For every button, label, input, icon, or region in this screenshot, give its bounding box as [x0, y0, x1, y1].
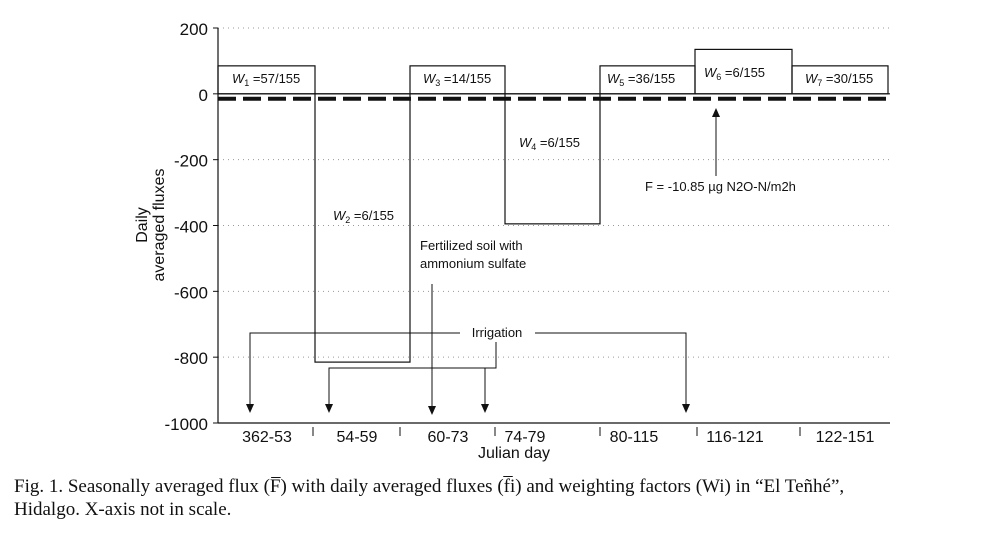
grid-lines — [218, 27, 890, 358]
weight-label-2: W2 =6/155 — [333, 208, 394, 225]
irrigation-arrow-1-head — [246, 404, 254, 413]
irrigation-line-left — [249, 332, 460, 405]
y-tick-label: -1000 — [165, 415, 208, 434]
weight-labels: W1 =57/155 W2 =6/155 W3 =14/155 W4 =6/155 W5… — [232, 65, 873, 225]
weight-label-6: W6 =6/155 — [704, 65, 765, 82]
irrigation-arrow-5-head — [682, 404, 690, 413]
y-ticks: 200 0 -200 -400 -600 -800 -1000 — [165, 20, 218, 434]
annotations: Fertilized soil with ammonium sulfate Ir… — [246, 108, 796, 415]
fertilizer-label-line2: ammonium sulfate — [420, 256, 526, 271]
x-category-label: 74-79 — [505, 429, 546, 446]
irrigation-label: Irrigation — [472, 325, 523, 340]
irrigation-line-mid — [328, 342, 497, 404]
mean-arrow-head — [712, 108, 720, 117]
seasonal-mean-label: F = -10.85 µg N2O-N/m2h — [645, 179, 796, 194]
y-tick-label: -600 — [174, 283, 208, 302]
y-tick-label: -800 — [174, 349, 208, 368]
x-category-label: 80-115 — [610, 429, 659, 446]
x-category-label: 362-53 — [242, 429, 292, 446]
y-tick-label: 0 — [199, 86, 208, 105]
x-category-label: 54-59 — [337, 429, 378, 446]
figure-caption: Fig. 1. Seasonally averaged flux (F̅) wi… — [14, 475, 989, 521]
bar-54-59 — [314, 93, 411, 363]
x-categories: 362-53 54-59 60-73 74-79 80-115 116-121 122-15… — [242, 427, 874, 446]
irrigation-arrow-2-head — [325, 404, 333, 413]
fertilizer-arrow-head — [428, 406, 436, 415]
caption-line1: Fig. 1. Seasonally averaged flux (F̅) wi… — [14, 476, 845, 497]
x-category-label: 116-121 — [706, 429, 764, 446]
weight-label-5: W5 =36/155 — [607, 71, 675, 88]
x-axis-title: Julian day — [478, 445, 550, 462]
weight-label-7: W7 =30/155 — [805, 71, 873, 88]
x-category-label: 122-151 — [816, 429, 875, 446]
y-axis-title-line2: averaged fluxes — [151, 169, 168, 282]
y-tick-label: -200 — [174, 152, 208, 171]
y-tick-label: 200 — [180, 20, 208, 39]
weight-label-1: W1 =57/155 — [232, 71, 300, 88]
y-axis-title-line1: Daily — [134, 207, 151, 243]
weight-label-4: W4 =6/155 — [519, 135, 580, 152]
bars — [217, 48, 890, 363]
irrigation-arrow-3-head — [481, 404, 489, 413]
irrigation-line-right — [535, 332, 687, 404]
flux-chart: 200 0 -200 -400 -600 -800 -1000 362-53 54-59 60-… — [134, 20, 890, 462]
y-tick-label: -400 — [174, 218, 208, 237]
x-category-label: 60-73 — [428, 429, 469, 446]
bar-74-79 — [504, 93, 601, 225]
fertilizer-label-line1: Fertilized soil with — [420, 238, 523, 253]
weight-label-3: W3 =14/155 — [423, 71, 491, 88]
caption-line2: Hidalgo. X-axis not in scale. — [14, 499, 232, 520]
